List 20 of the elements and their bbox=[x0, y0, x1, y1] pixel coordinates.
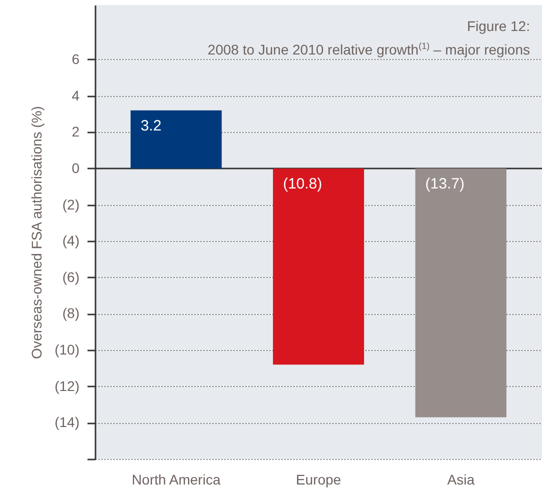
data-label: (10.8) bbox=[282, 175, 322, 192]
data-label: (13.7) bbox=[425, 175, 464, 192]
text: 2008 to June 2010 relative growth$^{(1)}$ – major regions bbox=[208, 40, 530, 60]
y-tick-label: 2 bbox=[72, 124, 80, 140]
y-tick-label: (6) bbox=[62, 268, 80, 285]
data-label: 3.2 bbox=[140, 117, 162, 134]
y-tick-label: (14) bbox=[54, 414, 80, 430]
y-tick-label: (2) bbox=[62, 196, 80, 212]
y-tick-label: 0 bbox=[72, 160, 80, 176]
y-axis-title: Overseas-owned FSA authorisations (%) bbox=[28, 106, 45, 359]
text: Figure 12: bbox=[466, 17, 530, 36]
y-tick-label: (10) bbox=[54, 342, 80, 358]
x-tick-label: North America bbox=[132, 472, 221, 488]
y-tick-label: (8) bbox=[62, 305, 80, 322]
y-tick-label: (12) bbox=[54, 378, 80, 394]
x-tick-label: Asia bbox=[447, 472, 475, 488]
y-tick-label: 4 bbox=[72, 87, 80, 104]
y-tick-label: (4) bbox=[62, 232, 80, 249]
y-tick-label: 6 bbox=[72, 50, 80, 67]
x-tick-label: Europe bbox=[296, 472, 342, 488]
